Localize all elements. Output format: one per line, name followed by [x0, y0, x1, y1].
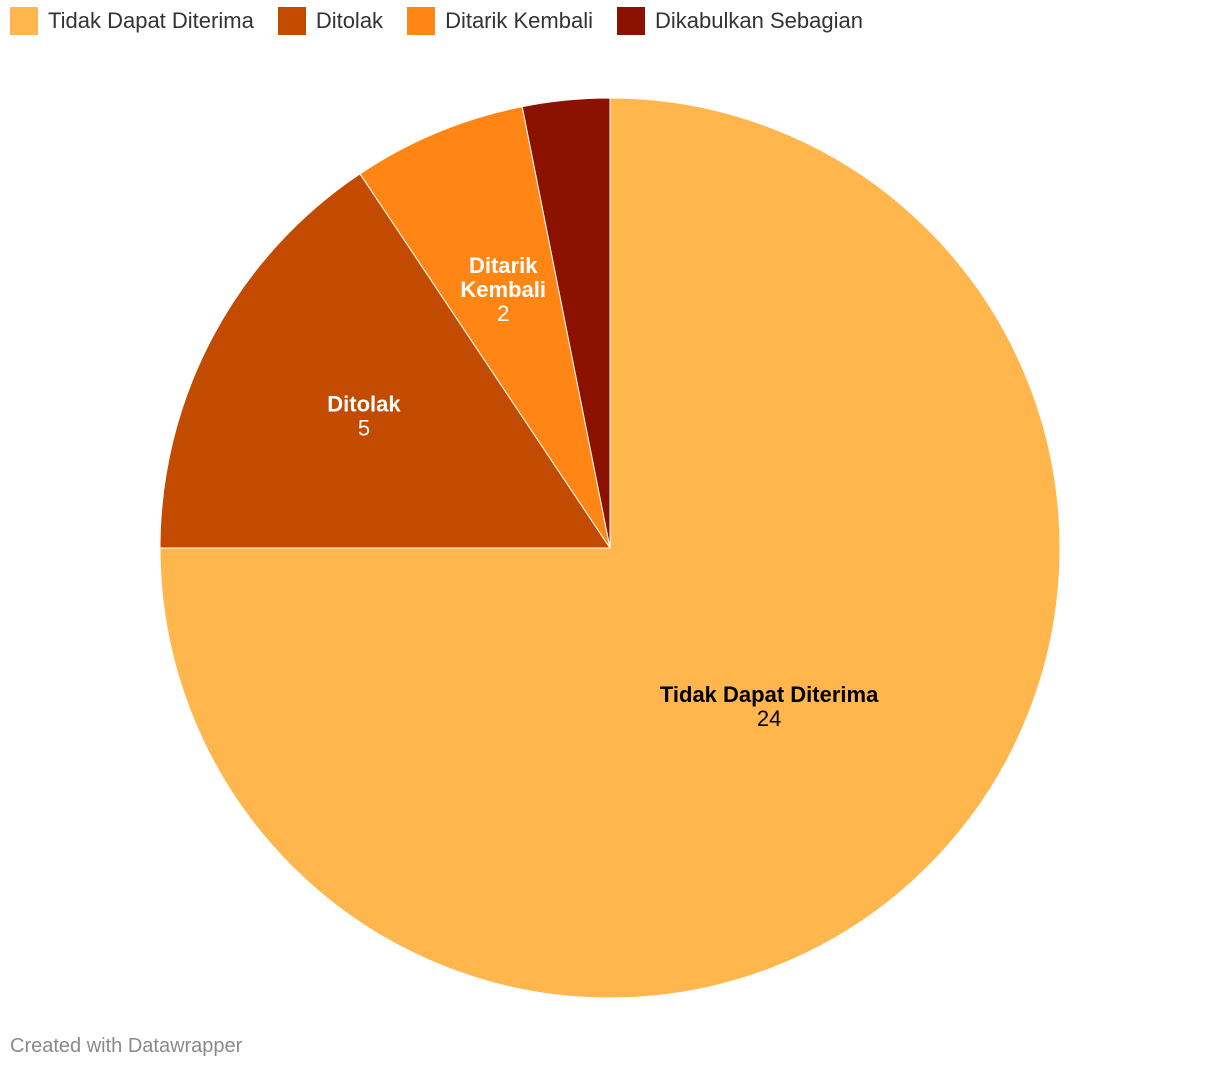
pie-slice-ditarik-kembali: [359, 106, 611, 549]
legend-swatch: [617, 7, 645, 35]
legend-item-tidak-dapat-diterima: Tidak Dapat Diterima: [10, 7, 254, 35]
slice-label-name: Ditolak: [327, 391, 401, 416]
pie-slice-ditolak: [159, 173, 611, 549]
legend-label: Tidak Dapat Diterima: [48, 8, 254, 33]
legend-item-ditarik-kembali: Ditarik Kembali: [407, 7, 593, 35]
chart-legend: Tidak Dapat Diterima Ditolak Ditarik Kem…: [10, 7, 887, 35]
footer-credit: Created with Datawrapper: [10, 1035, 243, 1057]
slice-label-name: Ditarik: [469, 253, 538, 278]
slice-label-value: 2: [497, 301, 509, 326]
legend-swatch: [407, 7, 436, 35]
slice-label-name: Tidak Dapat Diterima: [660, 682, 879, 707]
legend-swatch: [277, 7, 306, 35]
slice-label-value: 5: [358, 415, 370, 440]
legend-label: Ditarik Kembali: [445, 8, 593, 33]
legend-swatch: [10, 7, 38, 35]
slice-label-value: 24: [757, 706, 781, 731]
legend-item-dikabulkan-sebagian: Dikabulkan Sebagian: [617, 7, 863, 35]
legend-label: Dikabulkan Sebagian: [655, 8, 863, 33]
slice-label-name: Kembali: [460, 277, 546, 302]
legend-item-ditolak: Ditolak: [277, 7, 384, 35]
pie-slice-dikabulkan-sebagian: [521, 97, 611, 549]
legend-label: Ditolak: [315, 8, 384, 33]
